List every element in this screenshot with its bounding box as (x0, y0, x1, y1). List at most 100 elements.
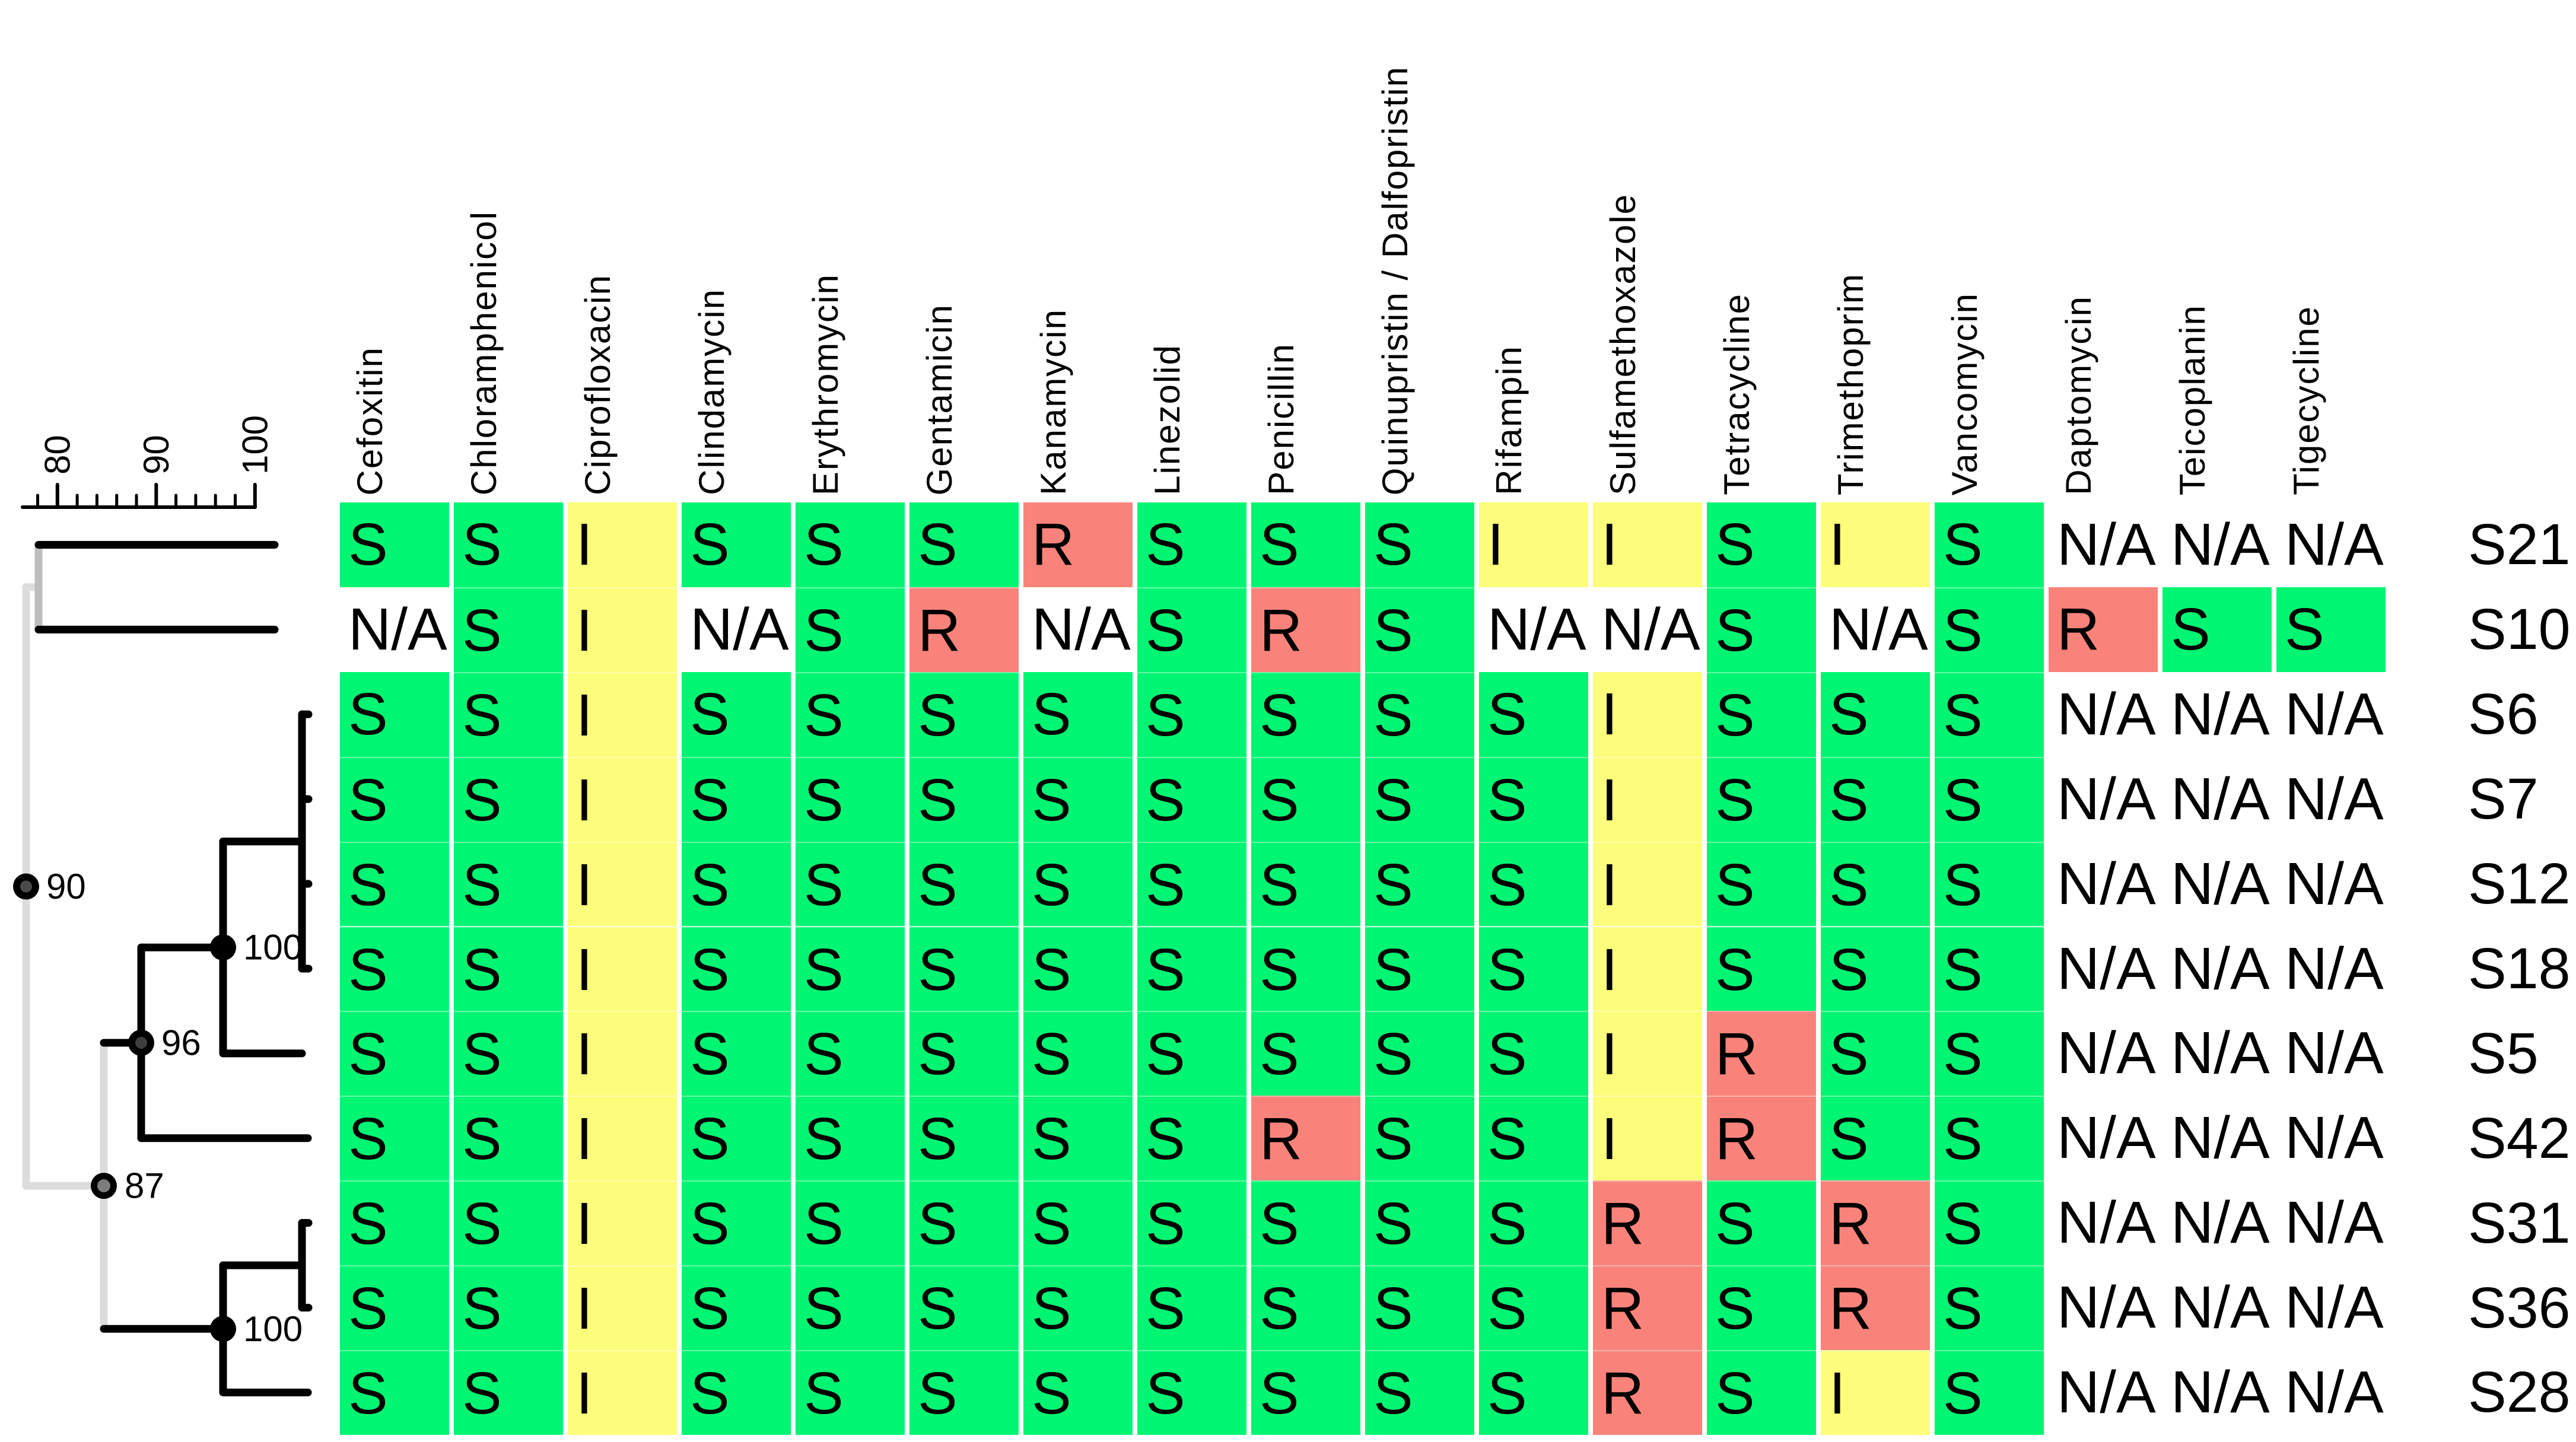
cell-S7-18: N/A (2276, 756, 2386, 842)
cell-S28-4: S (682, 1350, 791, 1435)
cell-S10-3: I (568, 587, 677, 672)
bootstrap-label-96: 96 (161, 1023, 201, 1062)
cell-S36-15: S (1935, 1265, 2044, 1350)
cell-S18-5: S (796, 926, 905, 1011)
cell-S5-11: S (1479, 1011, 1588, 1096)
cell-S42-2: S (454, 1096, 563, 1181)
cell-S5-13: R (1707, 1011, 1816, 1096)
cell-S36-2: S (454, 1265, 563, 1350)
bootstrap-label-90: 90 (46, 867, 86, 906)
cell-S28-2: S (454, 1350, 563, 1435)
strain-label-S36: S36 (2468, 1275, 2571, 1340)
cell-S6-18: N/A (2276, 671, 2386, 757)
cell-S5-1: S (340, 1011, 449, 1096)
cell-S28-9: S (1251, 1350, 1360, 1435)
cell-S42-5: S (796, 1096, 905, 1181)
cell-S12-18: N/A (2276, 841, 2386, 927)
cell-S21-12: I (1593, 502, 1702, 587)
cell-S10-18: S (2276, 587, 2386, 672)
cell-S31-11: S (1479, 1180, 1588, 1266)
strain-label-S31: S31 (2468, 1190, 2571, 1255)
strain-label-S28: S28 (2468, 1360, 2571, 1425)
cell-S7-6: S (909, 756, 1019, 842)
cell-S10-6: R (909, 587, 1019, 672)
cell-S12-14: S (1821, 841, 1930, 927)
cell-S28-1: S (340, 1350, 449, 1435)
cell-S7-1: S (340, 756, 449, 842)
cell-S18-17: N/A (2162, 926, 2272, 1011)
cell-S21-4: S (682, 502, 791, 587)
cell-S36-8: S (1137, 1265, 1246, 1350)
cell-S6-9: S (1251, 671, 1360, 757)
cell-S31-1: S (340, 1180, 449, 1266)
cell-S42-1: S (340, 1096, 449, 1181)
cell-S36-12: R (1593, 1265, 1702, 1350)
cell-S28-8: S (1137, 1350, 1246, 1435)
cell-S28-15: S (1935, 1350, 2044, 1435)
cell-S12-5: S (796, 841, 905, 927)
heatmap-column-17: N/A S N/A N/A N/A N/A N/A N/A N/A N/A N/A (2162, 502, 2272, 1435)
cell-S7-14: S (1821, 756, 1930, 842)
cell-S21-2: S (454, 502, 563, 587)
cell-S21-16: N/A (2049, 502, 2158, 587)
cell-S5-7: S (1023, 1011, 1133, 1096)
cell-S6-15: S (1935, 671, 2044, 757)
cell-S5-15: S (1935, 1011, 2044, 1096)
cell-S6-11: S (1479, 671, 1588, 757)
heatmap-column-11: I N/A S S S S S S S S S (1479, 502, 1588, 1435)
cell-S28-7: S (1023, 1350, 1133, 1435)
heatmap-column-16: N/A R N/A N/A N/A N/A N/A N/A N/A N/A N/A (2049, 502, 2158, 1435)
cell-S7-4: S (682, 756, 791, 842)
cell-S31-6: S (909, 1180, 1019, 1266)
cell-S28-13: S (1707, 1350, 1816, 1435)
cell-S7-13: S (1707, 756, 1816, 842)
cell-S42-9: R (1251, 1096, 1360, 1181)
cell-S7-8: S (1137, 756, 1246, 842)
cell-S42-15: S (1935, 1096, 2044, 1181)
cell-S18-3: I (568, 926, 677, 1011)
cell-S18-8: S (1137, 926, 1246, 1011)
cell-S31-2: S (454, 1180, 563, 1266)
cell-S21-17: N/A (2162, 502, 2272, 587)
heatmap-column-7: R N/A S S S S S S S S S (1023, 502, 1133, 1435)
cell-S42-7: S (1023, 1096, 1133, 1181)
cell-S28-6: S (909, 1350, 1019, 1435)
cell-S12-8: S (1137, 841, 1246, 927)
cell-S10-4: N/A (682, 587, 791, 672)
cell-S21-13: S (1707, 502, 1816, 587)
cell-S42-13: R (1707, 1096, 1816, 1181)
cell-S36-18: N/A (2276, 1265, 2386, 1350)
cell-S12-13: S (1707, 841, 1816, 927)
cell-S6-8: S (1137, 671, 1246, 757)
strain-label-S7: S7 (2468, 766, 2539, 832)
cell-S18-12: I (1593, 926, 1702, 1011)
cell-S12-15: S (1935, 841, 2044, 927)
cell-S18-18: N/A (2276, 926, 2386, 1011)
cell-S28-3: I (568, 1350, 677, 1435)
bootstrap-label-100-upper: 100 (243, 928, 303, 967)
cell-S12-2: S (454, 841, 563, 927)
heatmap-column-18: N/A S N/A N/A N/A N/A N/A N/A N/A N/A N/A (2276, 502, 2386, 1435)
cell-S10-8: S (1137, 587, 1246, 672)
cell-S10-14: N/A (1821, 587, 1930, 672)
cell-S10-9: R (1251, 587, 1360, 672)
cell-S36-13: S (1707, 1265, 1816, 1350)
bootstrap-node-87-center (97, 1179, 110, 1193)
cell-S36-4: S (682, 1265, 791, 1350)
cell-S42-18: N/A (2276, 1096, 2386, 1181)
cell-S5-16: N/A (2049, 1011, 2158, 1096)
cell-S21-14: I (1821, 502, 1930, 587)
cell-S28-5: S (796, 1350, 905, 1435)
cell-S31-16: N/A (2049, 1180, 2158, 1266)
cell-S31-15: S (1935, 1180, 2044, 1266)
cell-S31-18: N/A (2276, 1180, 2386, 1266)
cell-S18-16: N/A (2049, 926, 2158, 1011)
strain-label-S5: S5 (2468, 1020, 2539, 1086)
